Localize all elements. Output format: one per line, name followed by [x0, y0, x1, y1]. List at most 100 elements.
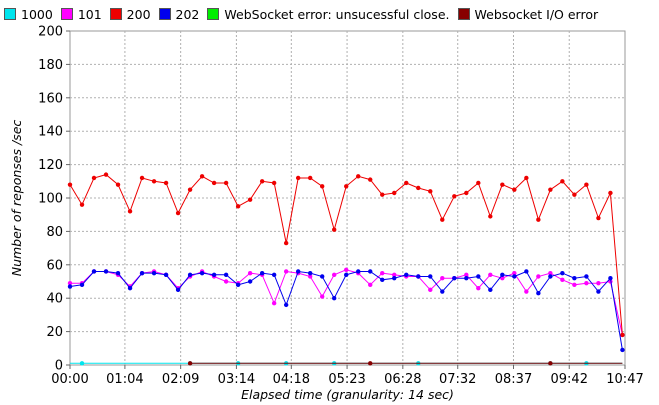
data-point [79, 202, 85, 207]
legend-item: WebSocket error: unsucessful close. [207, 6, 450, 22]
legend-item: Websocket I/O error [457, 7, 598, 22]
y-tick-label: 20 [46, 325, 63, 340]
data-point [428, 287, 433, 293]
data-point [283, 302, 289, 308]
data-point [620, 347, 625, 353]
data-point [307, 274, 313, 279]
data-point [271, 272, 277, 278]
y-tick-label: 60 [46, 258, 63, 273]
data-point [332, 272, 337, 278]
y-tick-label: 40 [46, 292, 63, 307]
data-point [608, 190, 613, 196]
data-point [91, 175, 97, 181]
legend: 1000 101 200 202 WebSocket error: unsucessfu… [4, 5, 606, 23]
data-point [464, 190, 469, 196]
x-tick-label: 09:42 [551, 372, 588, 387]
data-point [404, 272, 409, 278]
x-tick-label: 04:18 [273, 372, 310, 387]
x-tick-label: 08:37 [495, 372, 532, 387]
data-point [476, 180, 481, 186]
y-tick-label: 0 [55, 359, 63, 374]
data-point [380, 270, 385, 276]
data-point [235, 204, 241, 209]
data-point [211, 272, 217, 278]
data-point [283, 240, 289, 246]
data-point [139, 175, 145, 181]
legend-label: 200 [126, 6, 151, 22]
data-point [428, 189, 433, 194]
data-point [440, 289, 445, 294]
data-point [247, 279, 253, 284]
y-tick-label: 100 [38, 192, 63, 207]
data-point [488, 272, 493, 278]
data-point [596, 289, 601, 294]
data-point [91, 269, 97, 274]
data-point [572, 275, 577, 281]
x-tick-label: 00:00 [51, 372, 88, 387]
data-point [67, 280, 73, 286]
data-point [512, 270, 517, 276]
data-point [356, 174, 361, 179]
data-point [319, 294, 325, 299]
data-point [356, 269, 361, 274]
data-point [223, 279, 229, 284]
data-point [380, 277, 385, 283]
data-point [187, 187, 193, 192]
y-tick-label: 160 [38, 91, 63, 106]
data-point [271, 301, 277, 306]
x-tick-label: 01:04 [106, 372, 143, 387]
x-tick-label: 10:47 [606, 372, 643, 387]
data-point [440, 217, 445, 222]
data-point [536, 274, 541, 279]
data-point [416, 185, 421, 191]
data-point [476, 274, 481, 279]
data-point [548, 270, 553, 276]
data-point [428, 274, 433, 279]
data-point [368, 177, 373, 182]
data-point [319, 184, 325, 189]
x-tick-label: 03:14 [218, 372, 255, 387]
data-point [596, 280, 601, 286]
data-point [307, 270, 313, 276]
data-point [620, 332, 625, 338]
data-point [548, 187, 553, 192]
legend-item: 1000 [4, 7, 53, 22]
data-point [79, 282, 85, 288]
data-point [404, 180, 409, 186]
data-point [476, 285, 481, 291]
legend-label: 1000 [21, 6, 53, 22]
data-point [584, 280, 589, 286]
x-tick-label: 02:09 [162, 372, 199, 387]
data-point [295, 175, 301, 181]
data-point [488, 287, 493, 293]
data-point [512, 187, 517, 192]
legend-label: WebSocket error: unsucessful close. [224, 6, 450, 22]
data-point [283, 269, 289, 274]
data-point [392, 275, 397, 281]
legend-swatch [158, 8, 171, 20]
data-point [608, 275, 613, 281]
data-point [344, 272, 349, 278]
legend-swatch [457, 8, 470, 20]
data-point [199, 270, 205, 276]
data-point [223, 180, 229, 186]
data-point [560, 179, 565, 184]
data-point [512, 274, 517, 279]
data-point [560, 270, 565, 276]
data-point [392, 272, 397, 278]
legend-item: 200 [109, 6, 151, 22]
data-point [572, 192, 577, 197]
data-point [187, 361, 193, 366]
y-tick-label: 80 [46, 225, 63, 240]
data-point [127, 285, 133, 291]
legend-label: 202 [175, 6, 200, 22]
data-point [536, 290, 541, 296]
data-point [127, 209, 133, 214]
data-point [67, 284, 73, 289]
data-point [103, 269, 109, 274]
data-point [500, 275, 505, 281]
data-point [584, 182, 589, 187]
data-point [524, 175, 529, 181]
data-point [139, 270, 145, 276]
data-point [548, 361, 553, 366]
